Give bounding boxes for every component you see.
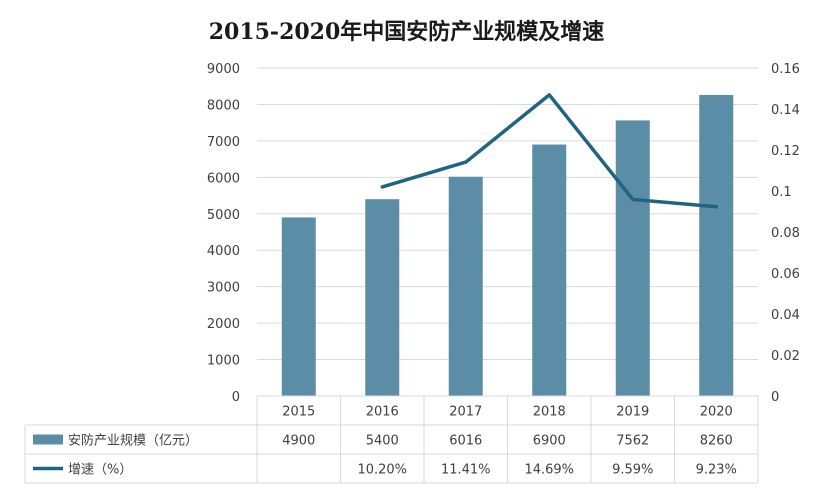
x-tick-label: 2018: [533, 405, 566, 420]
data-label: 5400: [366, 434, 399, 449]
data-label: 14.69%: [524, 463, 574, 478]
data-label: 6900: [533, 434, 566, 449]
y-right-tick-label: 0.12: [771, 144, 800, 159]
y-right-tick-label: 0.16: [771, 62, 800, 77]
data-label: 10.20%: [357, 463, 407, 478]
y-right-tick-label: 0.1: [771, 185, 792, 200]
legend-label: 增速（%）: [68, 463, 132, 478]
y-right-tick-label: 0: [771, 390, 779, 405]
bar: [365, 199, 400, 396]
y-right-tick-label: 0.08: [771, 226, 800, 241]
y-left-tick-label: 1000: [207, 354, 240, 369]
x-tick-label: 2017: [449, 405, 482, 420]
y-left-tick-label: 6000: [207, 171, 240, 186]
data-label: 4900: [282, 434, 315, 449]
x-tick-label: 2016: [366, 405, 399, 420]
y-right-tick-label: 0.06: [771, 267, 800, 282]
bar: [532, 144, 567, 396]
legend-swatch-bar: [33, 434, 63, 445]
y-right-tick-label: 0.14: [771, 103, 800, 118]
y-left-tick-label: 7000: [207, 135, 240, 150]
y-left-tick-label: 0: [232, 390, 240, 405]
x-tick-label: 2019: [616, 405, 649, 420]
growth-line: [380, 93, 719, 209]
y-left-tick-label: 2000: [207, 317, 240, 332]
y-left-tick-label: 3000: [207, 281, 240, 296]
y-left-tick-label: 5000: [207, 208, 240, 223]
y-left-tick-label: 4000: [207, 244, 240, 259]
y-left-tick-label: 9000: [207, 62, 240, 77]
data-label: 7562: [616, 434, 649, 449]
data-label: 8260: [700, 434, 733, 449]
data-label: 6016: [449, 434, 482, 449]
bar: [615, 120, 650, 397]
x-tick-label: 2015: [282, 405, 315, 420]
x-tick-label: 2020: [700, 405, 733, 420]
bar: [281, 217, 316, 396]
chart-title: 2015-2020年中国安防产业规模及增速: [208, 19, 605, 45]
data-label: 9.23%: [696, 463, 737, 478]
y-right-tick-label: 0.02: [771, 349, 800, 364]
y-left-tick-label: 8000: [207, 98, 240, 113]
bar: [699, 94, 734, 397]
data-label: 9.59%: [612, 463, 653, 478]
bar: [448, 176, 483, 396]
data-label: 11.41%: [441, 463, 491, 478]
y-right-tick-label: 0.04: [771, 308, 800, 323]
legend-label: 安防产业规模（亿元）: [68, 433, 198, 449]
